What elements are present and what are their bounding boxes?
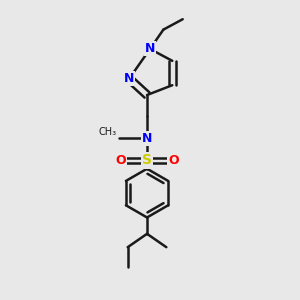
Text: CH₃: CH₃ [98, 127, 116, 137]
Text: S: S [142, 153, 152, 167]
Text: N: N [124, 72, 134, 85]
Text: O: O [115, 154, 126, 167]
Text: N: N [142, 132, 152, 145]
Text: N: N [145, 42, 155, 56]
Text: O: O [169, 154, 179, 167]
